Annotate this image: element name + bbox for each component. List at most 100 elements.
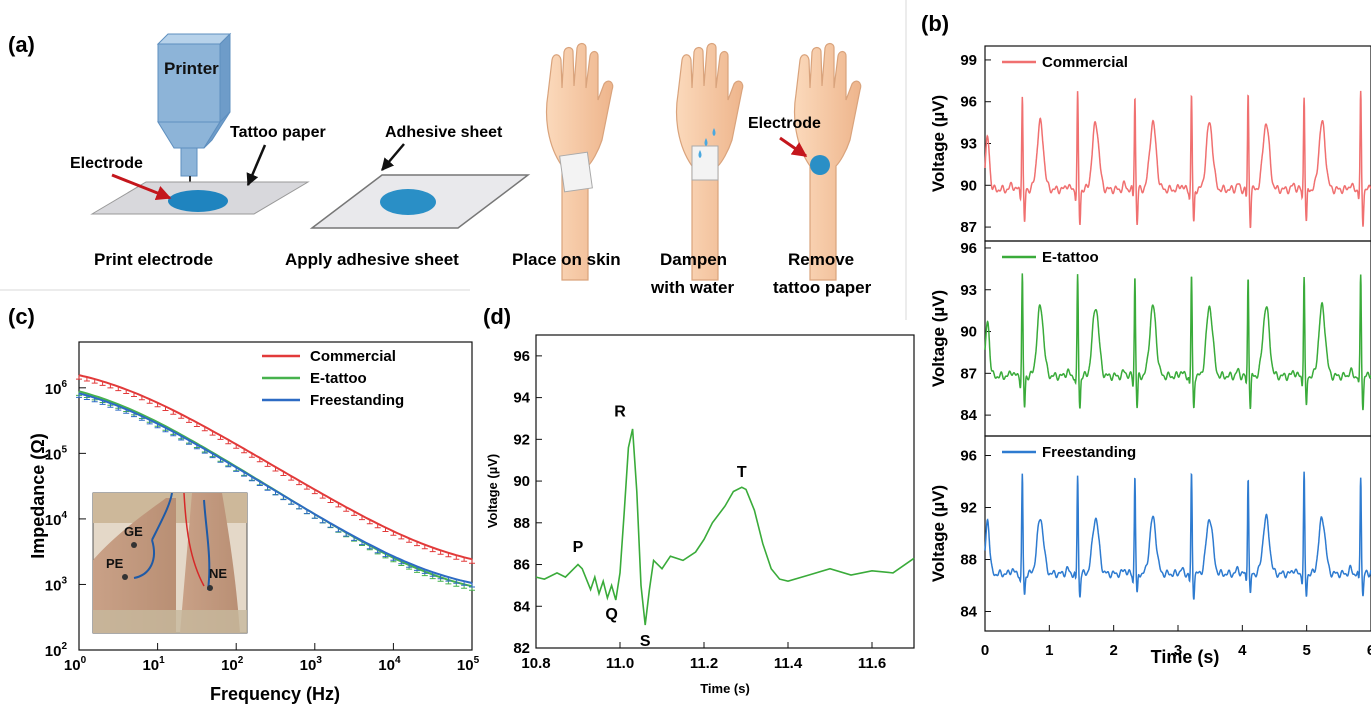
legend-label: E-tattoo: [310, 370, 367, 387]
y-tick-label: 86: [513, 557, 530, 574]
y-tick-label: 88: [513, 515, 530, 532]
x-tick-label: 11.6: [858, 655, 886, 672]
panel-c-chart: (c) 100 101 102 103 104 105102103104105106Com…: [8, 304, 480, 704]
y-tick-label: 84: [960, 604, 977, 621]
y-tick-label: 92: [513, 431, 530, 448]
y-tick-label: 104: [45, 510, 68, 529]
impedance-curve-commercial: [78, 374, 473, 561]
ecg-trace-e-tattoo: [984, 273, 1371, 411]
y-tick-label: 96: [960, 240, 977, 257]
legend-label: Commercial: [1042, 54, 1128, 71]
step-label-1: Print electrode: [94, 250, 213, 269]
adhesive-sheet-label: Adhesive sheet: [385, 124, 503, 141]
y-tick-label: 90: [513, 473, 530, 490]
printer-icon: [156, 32, 232, 190]
y-tick-label: 99: [960, 52, 977, 69]
x-tick-label: 11.0: [606, 655, 634, 672]
x-axis-title: Time (s): [700, 681, 750, 696]
y-axis-title: Impedance (Ω): [28, 433, 48, 558]
inset-label-pe: PE: [106, 556, 124, 571]
electrode-arrow-2: [779, 136, 808, 158]
x-tick-label: 2: [1109, 642, 1117, 659]
wave-label-t: T: [737, 464, 747, 481]
printer-label: Printer: [164, 59, 219, 78]
panel-label-d: (d): [483, 304, 511, 329]
impedance-curve-freestanding: [78, 392, 473, 584]
y-tick-label: 93: [960, 282, 977, 299]
x-axis-title: Frequency (Hz): [210, 684, 340, 704]
x-tick-label: 101: [142, 655, 165, 674]
plot-frame: [984, 240, 1371, 437]
x-tick-label: 100: [64, 655, 87, 674]
inset-photo: [92, 492, 248, 634]
step-label-5b: tattoo paper: [773, 278, 872, 297]
wave-label-r: R: [614, 403, 626, 420]
wave-label-p: P: [573, 539, 584, 556]
ecg-trace-commercial: [984, 90, 1371, 229]
y-tick-label: 82: [513, 640, 530, 657]
x-tick-label: 3: [1174, 642, 1182, 659]
electrode-arrow: [111, 173, 172, 200]
y-axis-title: Voltage (µV): [929, 485, 948, 582]
x-tick-label: 5: [1302, 642, 1310, 659]
step-label-3: Place on skin: [512, 250, 621, 269]
panel-label-b: (b): [921, 11, 949, 36]
step-label-2: Apply adhesive sheet: [285, 250, 459, 269]
y-tick-label: 106: [45, 379, 68, 398]
y-tick-label: 96: [960, 94, 977, 111]
error-bars-commercial: [76, 375, 475, 564]
hand-icon: [545, 42, 614, 281]
hand-icon: [793, 42, 862, 281]
panel-a-schematic: (a) Printer Tattoo paper Electrode Print…: [8, 32, 872, 297]
y-axis-title: Voltage (µV): [485, 454, 500, 528]
y-tick-label: 90: [960, 324, 977, 341]
x-tick-label: 4: [1238, 642, 1247, 659]
y-tick-label: 93: [960, 136, 977, 153]
y-tick-label: 88: [960, 552, 977, 569]
y-axis-title: Voltage (µV): [929, 95, 948, 192]
x-tick-label: 104: [378, 655, 401, 674]
plot-frame: [78, 341, 473, 651]
y-axis-title: Voltage (µV): [929, 290, 948, 387]
y-tick-label: 87: [960, 365, 977, 382]
y-tick-label: 96: [960, 448, 977, 465]
y-tick-label: 94: [513, 390, 530, 407]
y-tick-label: 84: [513, 598, 530, 615]
ecg-single-beat: [535, 428, 915, 626]
x-tick-label: 0: [981, 642, 989, 659]
y-tick-label: 96: [513, 348, 530, 365]
ecg-trace-freestanding: [984, 471, 1371, 600]
legend-label: Commercial: [310, 348, 396, 365]
y-tick-label: 92: [960, 500, 977, 517]
panel-d-chart: (d) 10.8 11.0 11.2 11.4 11.6 82 84 86 88 90 92 94 96…: [483, 304, 915, 696]
x-tick-label: 10.8: [521, 655, 550, 672]
inset-label-ge: GE: [124, 524, 143, 539]
x-axis-title: Time (s): [1151, 647, 1220, 667]
x-tick-label: 102: [221, 655, 244, 674]
electrode-label-2: Electrode: [748, 115, 821, 132]
legend-label: E-tattoo: [1042, 249, 1099, 266]
tattoo-paper-label: Tattoo paper: [230, 124, 326, 141]
transferred-electrode: [380, 189, 436, 215]
panel-label-c: (c): [8, 304, 35, 329]
inset-label-ne: NE: [209, 566, 227, 581]
printed-electrode: [168, 190, 228, 212]
wave-label-q: Q: [605, 606, 617, 623]
y-tick-label: 103: [45, 575, 68, 594]
error-bars-freestanding: [76, 393, 475, 588]
legend-label: Freestanding: [310, 392, 404, 409]
y-tick-label: 105: [45, 444, 68, 463]
electrode-label: Electrode: [70, 155, 143, 172]
y-tick-label: 84: [960, 407, 977, 424]
panel-b-chart: (b) 0 1 2 3 4 5 6 87 90 93 96 99 Voltage (µV) Commerc…: [921, 11, 1371, 667]
legend-label: Freestanding: [1042, 444, 1136, 461]
hand-icon: [675, 42, 744, 281]
x-tick-label: 6: [1367, 642, 1371, 659]
step-label-4b: with water: [650, 278, 735, 297]
x-tick-label: 11.4: [774, 655, 803, 672]
panel-label-a: (a): [8, 32, 35, 57]
adhesive-sheet-arrow: [381, 143, 405, 171]
x-tick-label: 103: [300, 655, 323, 674]
